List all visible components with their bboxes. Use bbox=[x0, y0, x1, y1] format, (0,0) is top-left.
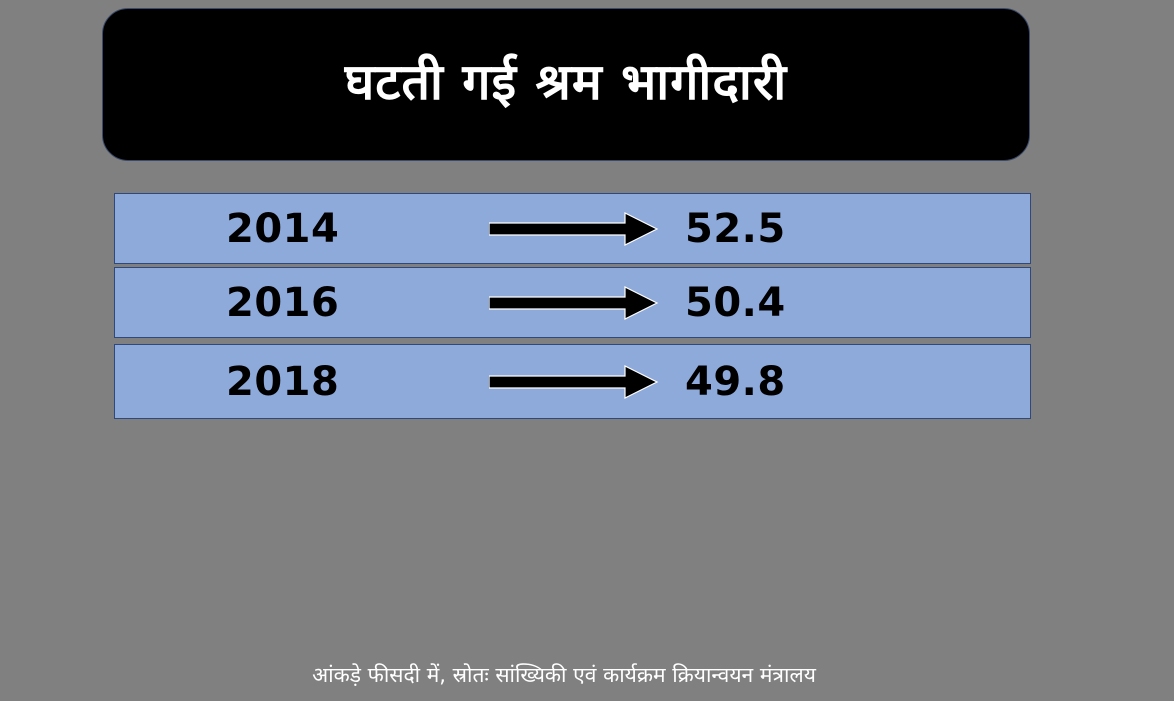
right-arrow-icon bbox=[489, 285, 659, 320]
page-title: घटती गई श्रम भागीदारी bbox=[344, 52, 788, 111]
row-year: 2018 bbox=[226, 358, 340, 405]
row-year: 2014 bbox=[226, 205, 340, 252]
data-row-2018: 2018 49.8 bbox=[114, 344, 1031, 419]
data-row-2014: 2014 52.5 bbox=[114, 193, 1031, 264]
data-row-2016: 2016 50.4 bbox=[114, 267, 1031, 338]
row-year: 2016 bbox=[226, 279, 340, 326]
right-arrow-icon bbox=[489, 211, 659, 246]
right-arrow-icon bbox=[489, 364, 659, 399]
title-banner: घटती गई श्रम भागीदारी bbox=[102, 8, 1030, 161]
row-value: 50.4 bbox=[685, 279, 786, 326]
source-footnote: आंकड़े फीसदी में, स्रोतः सांख्यिकी एवं क… bbox=[312, 663, 816, 687]
row-value: 49.8 bbox=[685, 358, 786, 405]
row-value: 52.5 bbox=[685, 205, 786, 252]
